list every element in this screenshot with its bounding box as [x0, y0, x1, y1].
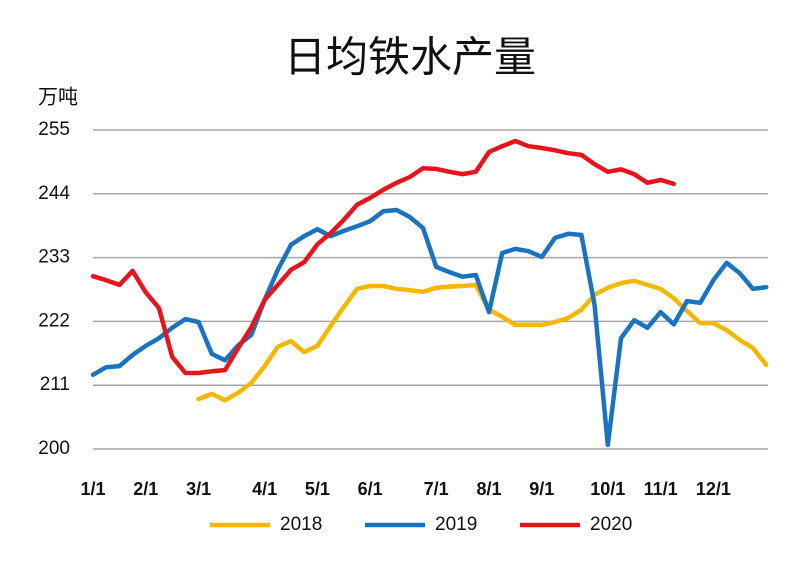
- x-tick-label: 8/1: [476, 479, 501, 499]
- legend-label: 2019: [435, 514, 477, 535]
- x-tick-label: 3/1: [186, 479, 211, 499]
- x-tick-label: 4/1: [252, 479, 277, 499]
- line-series: [90, 138, 677, 376]
- chart-title: 日均铁水产量: [284, 33, 536, 82]
- x-tick-label: 2/1: [133, 479, 158, 499]
- legend-label: 2020: [590, 514, 632, 535]
- y-tick-label: 211: [40, 374, 70, 395]
- x-tick-label: 6/1: [358, 479, 383, 499]
- y-tick-label: 233: [38, 247, 70, 268]
- legend-label: 2018: [280, 514, 322, 535]
- x-tick-label: 10/1: [590, 479, 625, 499]
- x-tick-label: 7/1: [424, 479, 449, 499]
- x-tick-label: 5/1: [305, 479, 330, 499]
- y-tick-label: 200: [38, 438, 70, 459]
- y-tick-label: 222: [38, 310, 70, 331]
- y-tick-label: 244: [38, 183, 70, 204]
- y-tick-label: 255: [38, 119, 70, 140]
- line-series: [90, 207, 769, 448]
- y-axis-label: 万吨: [38, 85, 78, 109]
- x-tick-label: 12/1: [696, 479, 731, 499]
- x-tick-label: 1/1: [80, 479, 105, 499]
- x-tick-label: 11/1: [644, 479, 678, 499]
- x-tick-label: 9/1: [529, 479, 554, 499]
